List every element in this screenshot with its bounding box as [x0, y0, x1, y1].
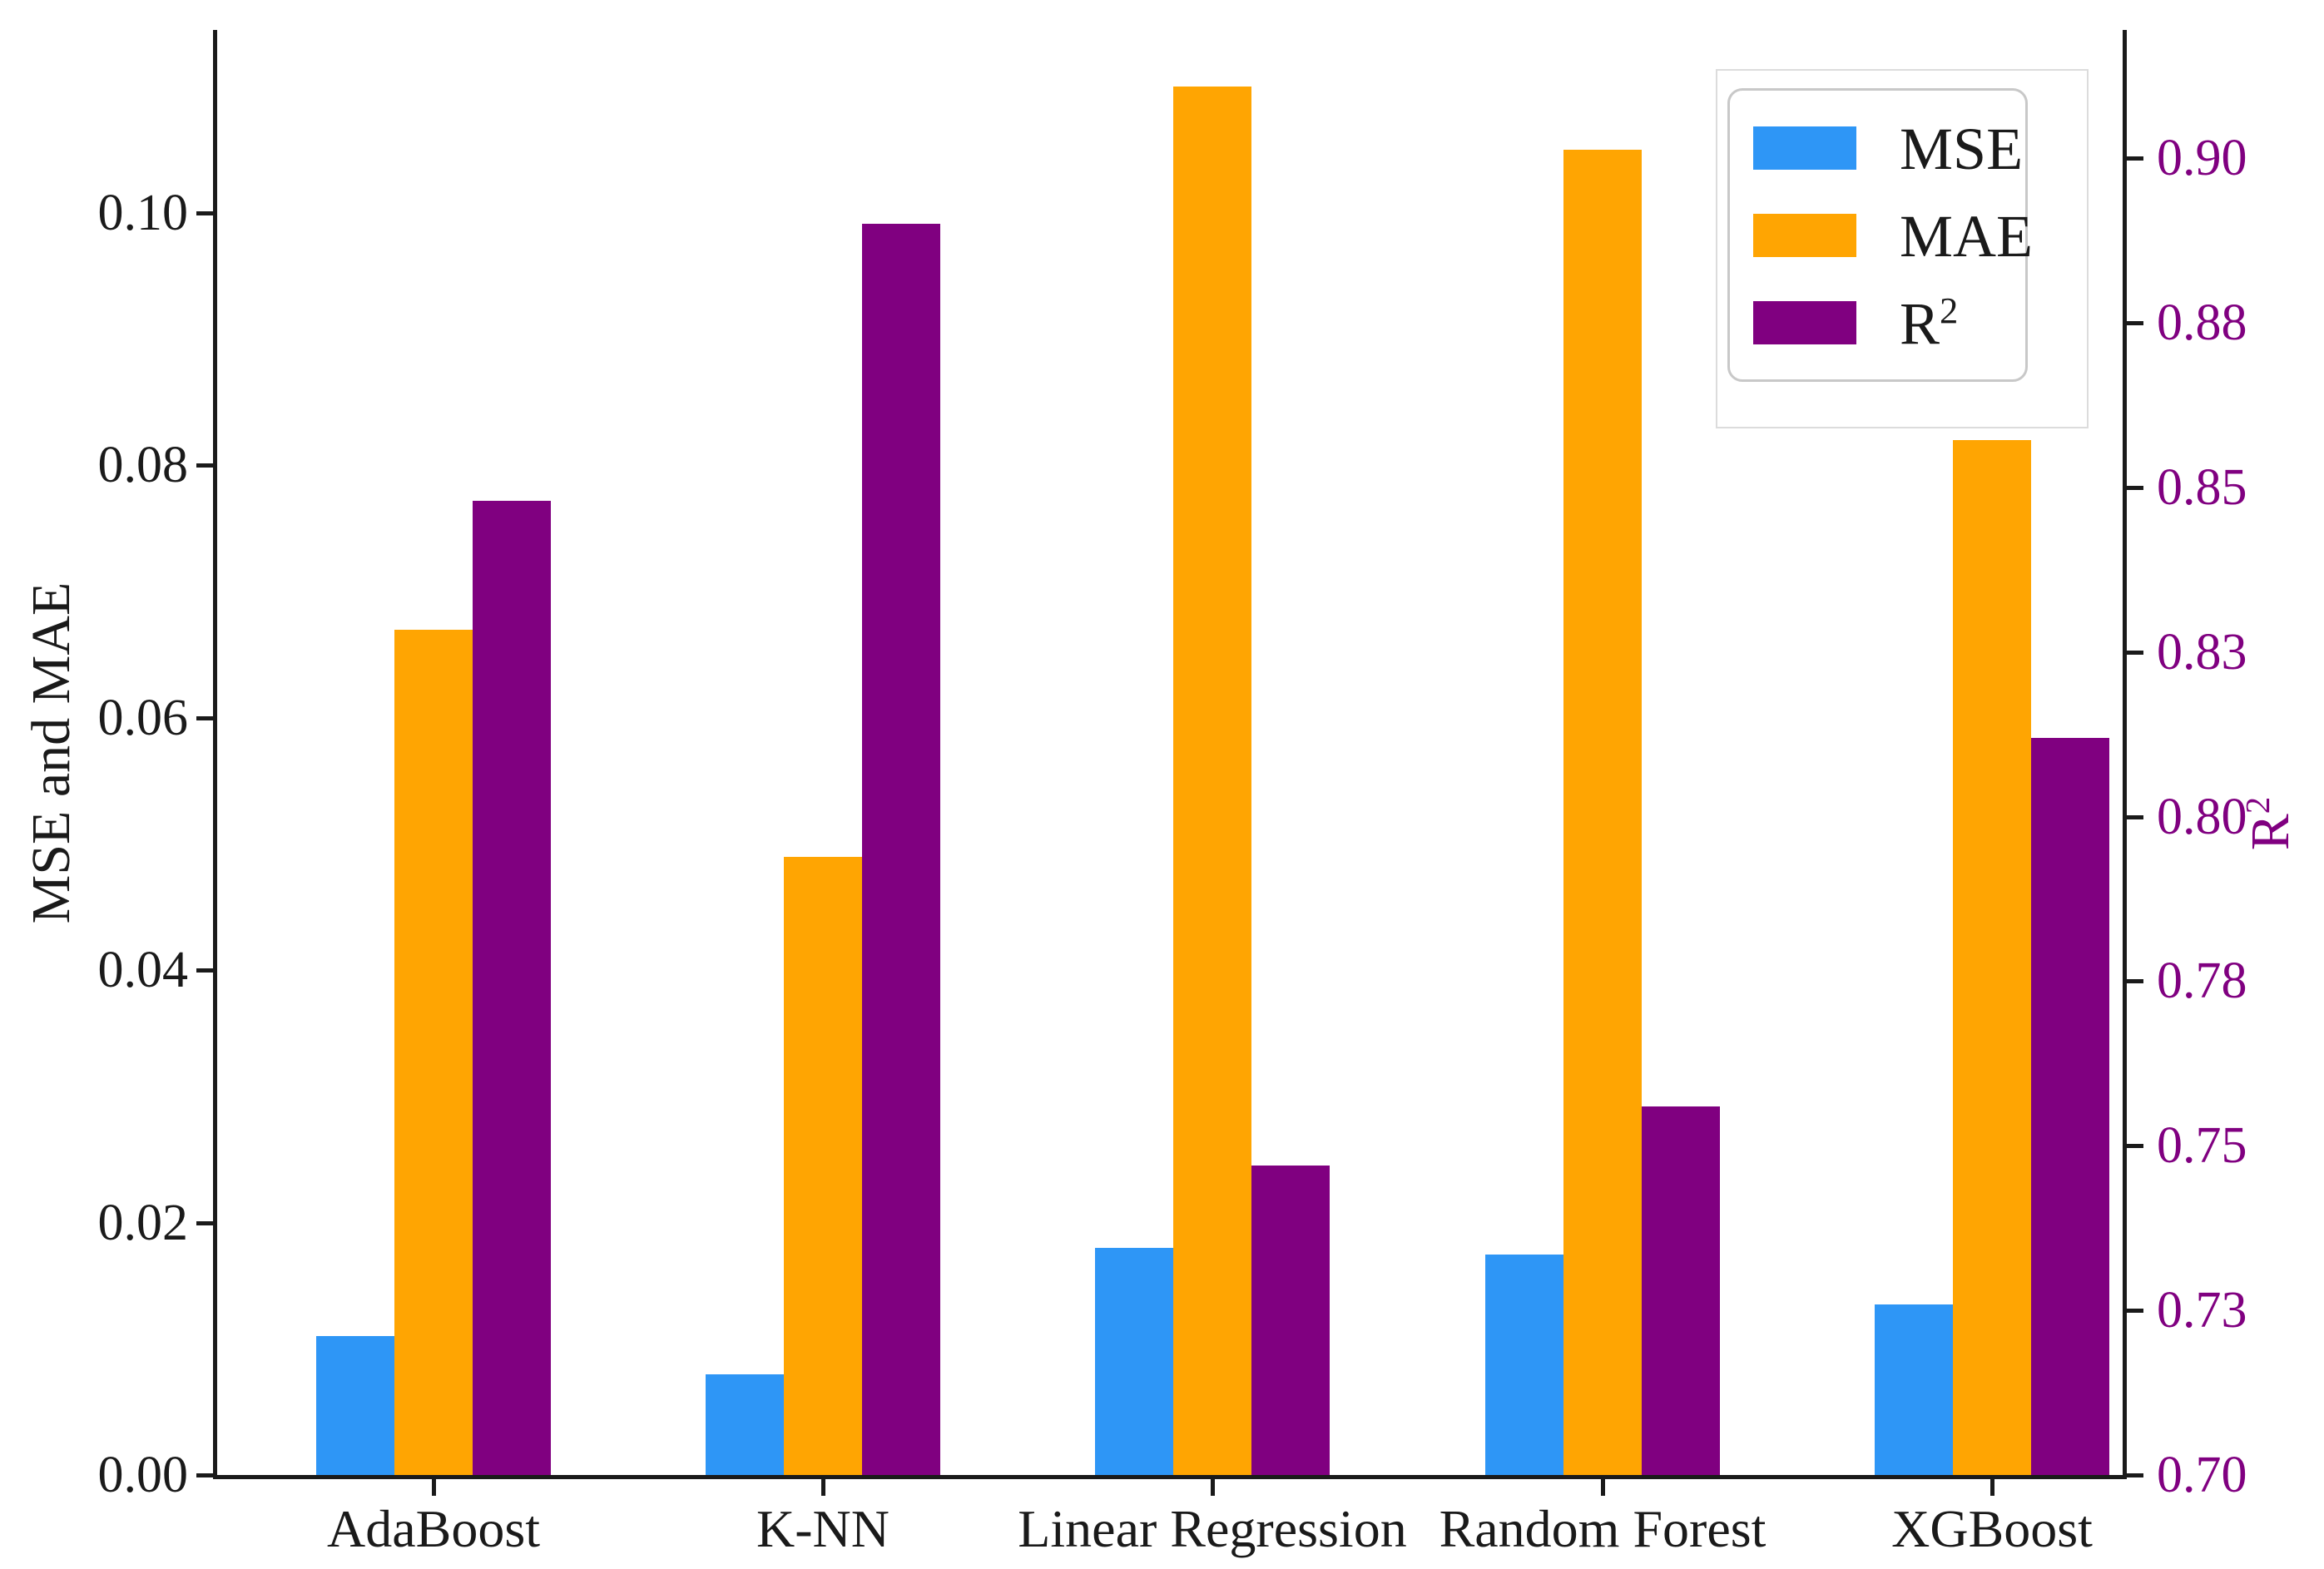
- y-tick-right-0.85: [2127, 486, 2143, 490]
- bar-mae-random-forest: [1563, 150, 1642, 1475]
- legend: MSE MAE R2: [1727, 88, 2033, 382]
- legend-label-mse: MSE: [1900, 117, 2023, 179]
- legend-label-mae: MAE: [1900, 205, 2033, 266]
- y-tick-label-right-0.80: 0.80: [2157, 789, 2247, 845]
- y-tick-left-0.02: [196, 1221, 213, 1225]
- y-tick-label-right-0.85: 0.85: [2157, 459, 2247, 516]
- y-tick-left-0.06: [196, 716, 213, 720]
- bar-mae-xgboost: [1953, 440, 2031, 1475]
- right-axis-title: R2: [2239, 796, 2301, 851]
- legend-label-mae-text: MAE: [1900, 202, 2033, 270]
- legend-label-r2: R2: [1900, 289, 1959, 357]
- right-axis-spine: [2123, 30, 2127, 1479]
- y-tick-label-left-0.06: 0.06: [97, 690, 189, 746]
- legend-label-r2-sup: 2: [1940, 289, 1959, 331]
- x-tick-label-linear-regression: Linear Regression: [1018, 1499, 1407, 1558]
- x-tick-adaboost: [432, 1479, 436, 1496]
- right-axis-title-sup: 2: [2239, 796, 2277, 814]
- y-tick-label-left-0.04: 0.04: [97, 942, 189, 998]
- legend-swatch-r2: [1753, 300, 1856, 344]
- legend-swatch-mse: [1753, 126, 1856, 170]
- x-tick-xgboost: [1990, 1479, 1994, 1496]
- x-tick-label-random-forest: Random Forest: [1439, 1499, 1767, 1558]
- y-tick-label-left-0.08: 0.08: [97, 437, 189, 493]
- y-tick-left-0.08: [196, 463, 213, 468]
- y-tick-right-0.80: [2127, 815, 2143, 819]
- legend-item-r2: R2: [1753, 289, 2002, 357]
- y-tick-left-0.00: [196, 1473, 213, 1477]
- y-tick-label-left-0.10: 0.10: [97, 185, 189, 241]
- bar-r-xgboost: [2031, 738, 2109, 1475]
- bar-mse-adaboost: [316, 1336, 394, 1475]
- x-tick-linear-regression: [1211, 1479, 1215, 1496]
- y-tick-label-right-0.75: 0.75: [2157, 1117, 2247, 1174]
- y-tick-label-left-0.02: 0.02: [97, 1195, 189, 1251]
- y-tick-right-0.78: [2127, 979, 2143, 983]
- bar-r-adaboost: [473, 501, 551, 1475]
- bar-r-random-forest: [1642, 1106, 1720, 1475]
- legend-swatch-mae: [1753, 213, 1856, 257]
- y-tick-label-right-0.88: 0.88: [2157, 294, 2247, 351]
- left-axis-spine: [213, 30, 217, 1479]
- y-tick-right-0.90: [2127, 156, 2143, 161]
- y-tick-left-0.10: [196, 211, 213, 215]
- legend-item-mae: MAE: [1753, 205, 2033, 266]
- legend-label-mse-text: MSE: [1900, 115, 2024, 182]
- bar-mae-k-nn: [784, 857, 862, 1475]
- y-tick-right-0.88: [2127, 321, 2143, 325]
- y-tick-right-0.73: [2127, 1309, 2143, 1313]
- bar-mse-xgboost: [1875, 1304, 1953, 1475]
- legend-label-r2-text: R: [1900, 290, 1940, 357]
- y-tick-left-0.04: [196, 968, 213, 973]
- y-tick-label-right-0.83: 0.83: [2157, 624, 2247, 681]
- y-tick-label-left-0.00: 0.00: [97, 1447, 189, 1503]
- y-tick-label-right-0.70: 0.70: [2157, 1447, 2247, 1503]
- bar-mse-random-forest: [1485, 1255, 1563, 1475]
- x-tick-label-xgboost: XGBoost: [1891, 1499, 2093, 1558]
- left-axis-title: MSE and MAE: [21, 582, 82, 924]
- y-tick-right-0.83: [2127, 651, 2143, 655]
- bar-mse-linear-regression: [1095, 1248, 1173, 1475]
- bar-mae-linear-regression: [1173, 87, 1251, 1475]
- bar-mae-adaboost: [394, 630, 473, 1475]
- x-tick-k-nn: [821, 1479, 825, 1496]
- bar-r-k-nn: [862, 224, 940, 1475]
- legend-item-mse: MSE: [1753, 117, 2023, 179]
- bar-mse-k-nn: [706, 1374, 784, 1475]
- y-tick-label-right-0.78: 0.78: [2157, 953, 2247, 1009]
- y-tick-right-0.75: [2127, 1144, 2143, 1148]
- bar-r-linear-regression: [1251, 1166, 1330, 1475]
- y-tick-label-right-0.90: 0.90: [2157, 130, 2247, 186]
- bottom-axis-spine: [213, 1475, 2127, 1479]
- y-tick-right-0.70: [2127, 1473, 2143, 1477]
- y-tick-label-right-0.73: 0.73: [2157, 1282, 2247, 1339]
- x-tick-label-k-nn: K-NN: [756, 1499, 889, 1558]
- x-tick-random-forest: [1601, 1479, 1605, 1496]
- x-tick-label-adaboost: AdaBoost: [327, 1499, 540, 1558]
- right-axis-title-base: R: [2240, 814, 2301, 851]
